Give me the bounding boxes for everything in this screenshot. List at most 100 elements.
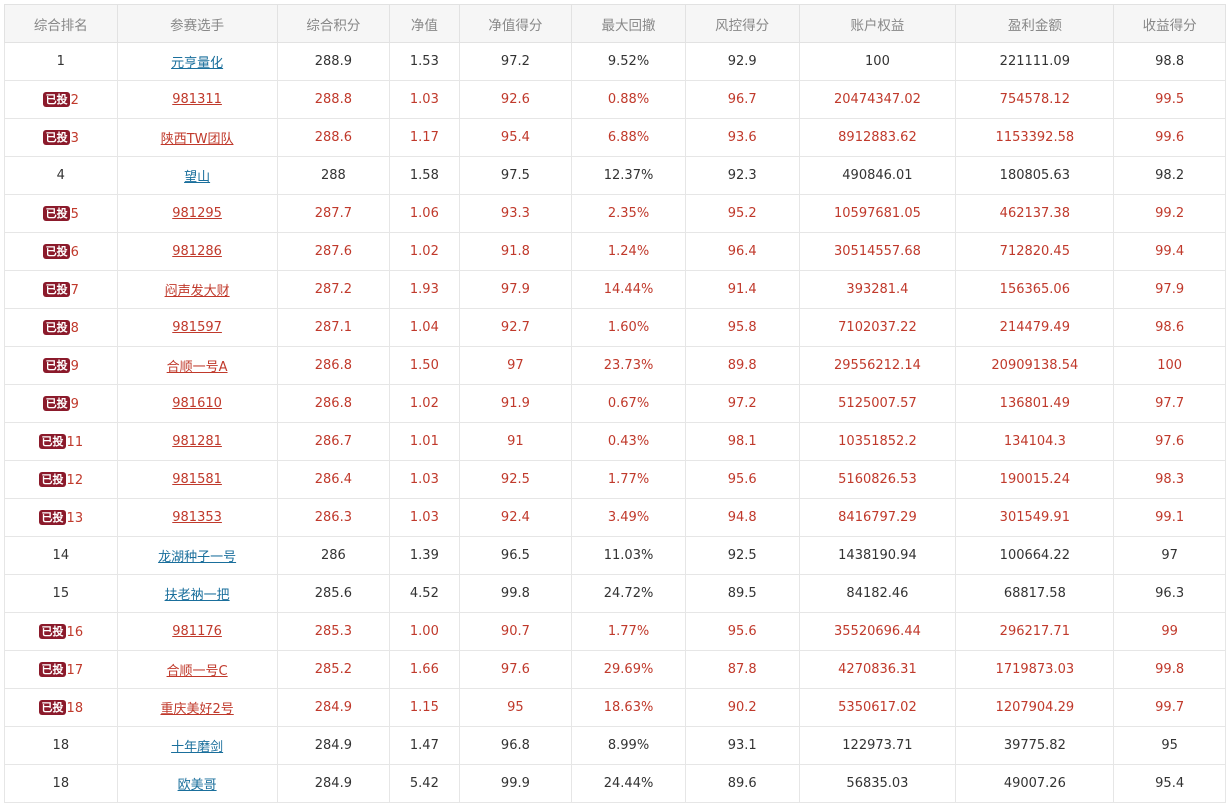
equity-cell: 10597681.05 xyxy=(798,194,957,233)
nav-cell: 1.03 xyxy=(389,498,460,537)
player-cell: 陕西TW团队 xyxy=(116,118,278,157)
return-score-cell: 97.6 xyxy=(1113,422,1226,461)
player-cell: 合顺一号C xyxy=(116,650,278,689)
equity-cell: 490846.01 xyxy=(798,156,957,195)
profit-cell: 296217.71 xyxy=(955,612,1115,651)
total-score-cell: 286.3 xyxy=(276,498,391,537)
player-link[interactable]: 扶老衲一把 xyxy=(164,588,230,603)
player-link[interactable]: 981597 xyxy=(172,320,222,335)
profit-cell: 712820.45 xyxy=(955,232,1115,271)
risk-score-cell: 95.6 xyxy=(684,612,800,651)
header-risk-score[interactable]: 风控得分 xyxy=(684,4,800,43)
invested-badge: 已投 xyxy=(42,243,70,259)
player-link[interactable]: 981281 xyxy=(172,434,222,449)
total-score-cell: 288.9 xyxy=(276,42,391,81)
max-drawdown-cell: 24.44% xyxy=(571,764,686,803)
profit-cell: 462137.38 xyxy=(955,194,1115,233)
equity-cell: 393281.4 xyxy=(798,270,957,309)
player-cell: 981176 xyxy=(116,612,278,651)
nav-cell: 1.53 xyxy=(389,42,460,81)
rank-cell: 已投 7 xyxy=(4,270,118,309)
return-score-cell: 99.5 xyxy=(1113,80,1226,119)
max-drawdown-cell: 12.37% xyxy=(571,156,686,195)
rank-number: 18 xyxy=(52,738,70,753)
nav-cell: 1.02 xyxy=(389,384,460,423)
header-row: 综合排名 参赛选手 综合积分 净值 净值得分 最大回撤 风控得分 账户权益 盈利… xyxy=(4,4,1226,43)
rank-number: 18 xyxy=(52,776,70,791)
header-nav-score[interactable]: 净值得分 xyxy=(458,4,573,43)
equity-cell: 35520696.44 xyxy=(798,612,957,651)
header-return-score[interactable]: 收益得分 xyxy=(1113,4,1226,43)
total-score-cell: 284.9 xyxy=(276,726,391,765)
invested-badge: 已投 xyxy=(42,395,70,411)
player-link[interactable]: 重庆美好2号 xyxy=(160,702,234,717)
header-nav[interactable]: 净值 xyxy=(389,4,460,43)
risk-score-cell: 91.4 xyxy=(684,270,800,309)
rank-cell: 已投 12 xyxy=(4,460,118,499)
player-link[interactable]: 981286 xyxy=(172,244,222,259)
nav-cell: 1.17 xyxy=(389,118,460,157)
return-score-cell: 99.6 xyxy=(1113,118,1226,157)
player-link[interactable]: 981311 xyxy=(172,92,222,107)
max-drawdown-cell: 0.67% xyxy=(571,384,686,423)
player-link[interactable]: 合顺一号A xyxy=(166,360,228,375)
risk-score-cell: 93.1 xyxy=(684,726,800,765)
player-link[interactable]: 合顺一号C xyxy=(166,664,228,679)
table-row: 已投 8 981597 287.1 1.04 92.7 1.60% 95.8 7102037.2… xyxy=(4,308,1226,347)
profit-cell: 754578.12 xyxy=(955,80,1115,119)
table-row: 已投 18 重庆美好2号 284.9 1.15 95 18.63% 90.2 5350617.0… xyxy=(4,688,1226,727)
max-drawdown-cell: 9.52% xyxy=(571,42,686,81)
profit-cell: 39775.82 xyxy=(955,726,1115,765)
header-profit[interactable]: 盈利金额 xyxy=(955,4,1115,43)
header-player[interactable]: 参赛选手 xyxy=(116,4,278,43)
equity-cell: 29556212.14 xyxy=(798,346,957,385)
header-equity[interactable]: 账户权益 xyxy=(798,4,957,43)
rank-cell: 14 xyxy=(4,536,118,575)
header-max-drawdown[interactable]: 最大回撤 xyxy=(571,4,686,43)
nav-score-cell: 96.5 xyxy=(458,536,573,575)
player-link[interactable]: 龙湖种子一号 xyxy=(158,550,237,565)
header-total-score[interactable]: 综合积分 xyxy=(276,4,391,43)
table-row: 已投 7 闷声发大财 287.2 1.93 97.9 14.44% 91.4 393281.4 1… xyxy=(4,270,1226,309)
player-link[interactable]: 981295 xyxy=(172,206,222,221)
nav-score-cell: 97.2 xyxy=(458,42,573,81)
risk-score-cell: 93.6 xyxy=(684,118,800,157)
nav-cell: 1.50 xyxy=(389,346,460,385)
player-link[interactable]: 981610 xyxy=(172,396,222,411)
rank-number: 5 xyxy=(70,206,79,222)
max-drawdown-cell: 23.73% xyxy=(571,346,686,385)
player-link[interactable]: 闷声发大财 xyxy=(164,284,230,299)
rank-cell: 已投 6 xyxy=(4,232,118,271)
table-row: 已投 2 981311 288.8 1.03 92.6 0.88% 96.7 20474347.… xyxy=(4,80,1226,119)
total-score-cell: 286 xyxy=(276,536,391,575)
total-score-cell: 287.1 xyxy=(276,308,391,347)
equity-cell: 84182.46 xyxy=(798,574,957,613)
player-cell: 981597 xyxy=(116,308,278,347)
player-link[interactable]: 望山 xyxy=(184,170,211,185)
rank-cell: 已投 8 xyxy=(4,308,118,347)
total-score-cell: 287.7 xyxy=(276,194,391,233)
table-row: 1 元亨量化 288.9 1.53 97.2 9.52% 92.9 100 221111.09 9… xyxy=(4,42,1226,81)
nav-cell: 1.93 xyxy=(389,270,460,309)
player-link[interactable]: 陕西TW团队 xyxy=(160,132,234,147)
player-cell: 龙湖种子一号 xyxy=(116,536,278,575)
return-score-cell: 99.7 xyxy=(1113,688,1226,727)
risk-score-cell: 92.5 xyxy=(684,536,800,575)
header-rank[interactable]: 综合排名 xyxy=(4,4,118,43)
player-link[interactable]: 981176 xyxy=(172,624,222,639)
equity-cell: 10351852.2 xyxy=(798,422,957,461)
player-link[interactable]: 元亨量化 xyxy=(171,56,224,71)
total-score-cell: 287.2 xyxy=(276,270,391,309)
table-row: 14 龙湖种子一号 286 1.39 96.5 11.03% 92.5 1438190.94 1… xyxy=(4,536,1226,575)
max-drawdown-cell: 11.03% xyxy=(571,536,686,575)
return-score-cell: 99.2 xyxy=(1113,194,1226,233)
profit-cell: 68817.58 xyxy=(955,574,1115,613)
player-link[interactable]: 十年磨剑 xyxy=(171,740,224,755)
total-score-cell: 288.6 xyxy=(276,118,391,157)
player-link[interactable]: 981581 xyxy=(172,472,222,487)
nav-score-cell: 96.8 xyxy=(458,726,573,765)
rank-number: 16 xyxy=(66,624,84,640)
player-link[interactable]: 981353 xyxy=(172,510,222,525)
player-link[interactable]: 欧美哥 xyxy=(177,778,217,793)
return-score-cell: 97.9 xyxy=(1113,270,1226,309)
